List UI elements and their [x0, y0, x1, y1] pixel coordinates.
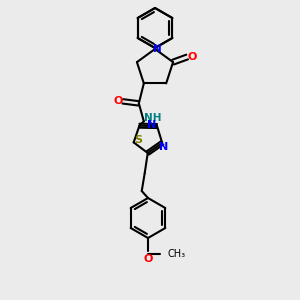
- Text: CH₃: CH₃: [168, 249, 186, 259]
- Text: NH: NH: [144, 113, 162, 123]
- Text: O: O: [113, 96, 122, 106]
- Text: O: O: [188, 52, 197, 62]
- Text: N: N: [147, 120, 157, 130]
- Text: O: O: [143, 254, 153, 264]
- Text: N: N: [159, 142, 168, 152]
- Text: N: N: [153, 44, 161, 54]
- Text: S: S: [135, 135, 143, 146]
